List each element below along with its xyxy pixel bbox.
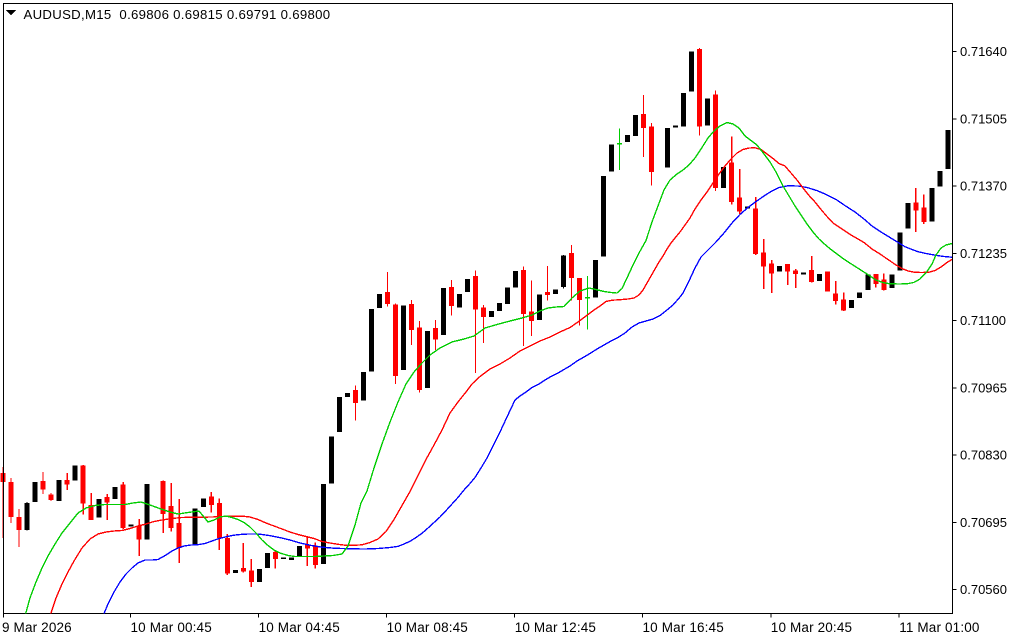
svg-text:0.71235: 0.71235 (960, 246, 1007, 261)
svg-text:0.70830: 0.70830 (960, 448, 1007, 463)
svg-text:10 Mar 08:45: 10 Mar 08:45 (387, 620, 468, 635)
svg-text:0.70965: 0.70965 (960, 380, 1007, 395)
svg-text:11 Mar 01:00: 11 Mar 01:00 (899, 620, 979, 635)
svg-text:AUDUSD,M15 0.69806 0.69815 0.: AUDUSD,M15 0.69806 0.69815 0.69791 0.698… (24, 7, 331, 22)
svg-text:10 Mar 20:45: 10 Mar 20:45 (771, 620, 852, 635)
svg-text:10 Mar 12:45: 10 Mar 12:45 (515, 620, 596, 635)
svg-text:0.71640: 0.71640 (960, 44, 1007, 59)
svg-text:9 Mar 2026: 9 Mar 2026 (2, 620, 72, 635)
svg-text:0.71505: 0.71505 (960, 111, 1007, 126)
svg-text:10 Mar 00:45: 10 Mar 00:45 (131, 620, 212, 635)
svg-text:0.70695: 0.70695 (960, 515, 1007, 530)
svg-text:0.71100: 0.71100 (960, 313, 1006, 328)
svg-text:10 Mar 04:45: 10 Mar 04:45 (259, 620, 340, 635)
svg-text:0.70560: 0.70560 (960, 582, 1007, 597)
svg-text:10 Mar 16:45: 10 Mar 16:45 (643, 620, 724, 635)
svg-text:0.71370: 0.71370 (960, 179, 1007, 194)
